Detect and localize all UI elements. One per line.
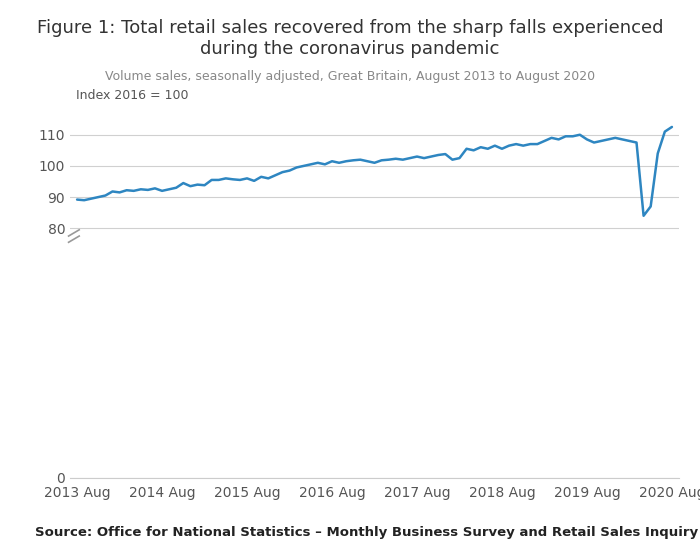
Text: Source: Office for National Statistics – Monthly Business Survey and Retail Sale: Source: Office for National Statistics –…: [35, 526, 698, 539]
Text: Index 2016 = 100: Index 2016 = 100: [76, 89, 188, 103]
Text: Volume sales, seasonally adjusted, Great Britain, August 2013 to August 2020: Volume sales, seasonally adjusted, Great…: [105, 70, 595, 83]
Text: Figure 1: Total retail sales recovered from the sharp falls experienced
during t: Figure 1: Total retail sales recovered f…: [36, 19, 664, 58]
